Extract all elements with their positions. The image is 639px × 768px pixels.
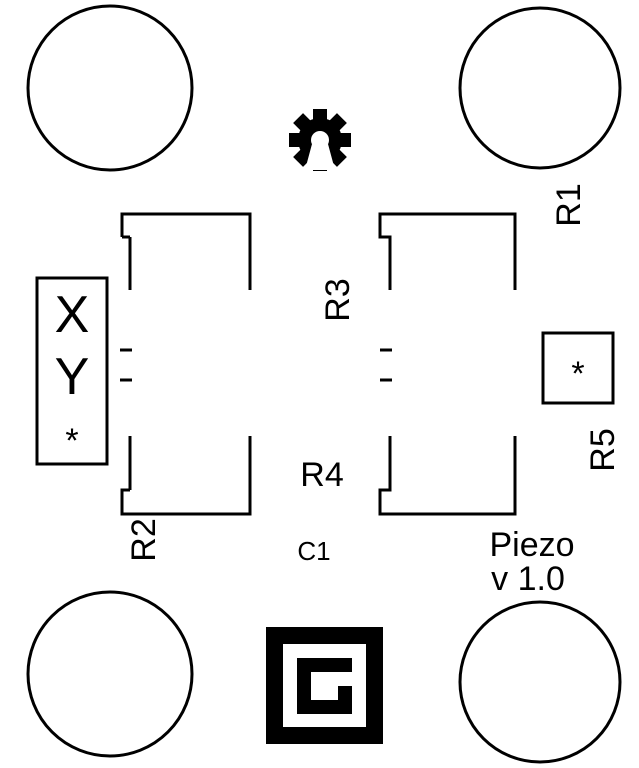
pad-marks: [120, 348, 392, 382]
r5-label: R5: [584, 428, 622, 471]
r1-label: R1: [550, 183, 588, 226]
mounting-hole-top-right: [458, 6, 622, 170]
polarity-star-right: *: [571, 355, 584, 393]
xy-component-box: [35, 276, 109, 466]
board-version: v 1.0: [491, 560, 565, 598]
board-name: Piezo: [489, 526, 574, 564]
mounting-hole-top-left: [26, 4, 194, 172]
connector-right-outline-bottom: [378, 436, 517, 516]
connector-left-outline-bottom: [120, 436, 252, 516]
c1-label: C1: [297, 536, 330, 566]
connector-left-outline-top: [120, 212, 252, 290]
r4-label: R4: [300, 456, 343, 494]
r2-label: R2: [125, 518, 163, 561]
y-label: Y: [55, 348, 90, 406]
mounting-hole-bottom-left: [26, 590, 194, 758]
x-label: X: [55, 286, 90, 344]
polarity-star-left: *: [65, 422, 78, 460]
r5-component-box: [541, 331, 615, 405]
open-hardware-gear-icon: [289, 109, 351, 171]
mounting-hole-bottom-right: [458, 600, 622, 764]
r3-label: R3: [319, 278, 357, 321]
g-logo-icon: [266, 627, 383, 744]
connector-right-outline-top: [378, 212, 517, 290]
